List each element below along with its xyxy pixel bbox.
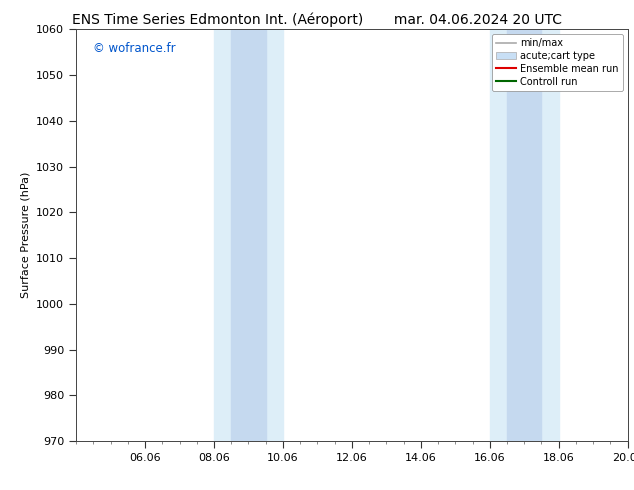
Text: ENS Time Series Edmonton Int. (Aéroport)       mar. 04.06.2024 20 UTC: ENS Time Series Edmonton Int. (Aéroport)… (72, 12, 562, 27)
Legend: min/max, acute;cart type, Ensemble mean run, Controll run: min/max, acute;cart type, Ensemble mean … (492, 34, 623, 91)
Bar (214, 29, 283, 441)
Bar (507, 29, 541, 441)
Bar (489, 29, 559, 441)
Text: © wofrance.fr: © wofrance.fr (93, 42, 175, 55)
Y-axis label: Surface Pressure (hPa): Surface Pressure (hPa) (20, 172, 30, 298)
Bar (231, 29, 266, 441)
